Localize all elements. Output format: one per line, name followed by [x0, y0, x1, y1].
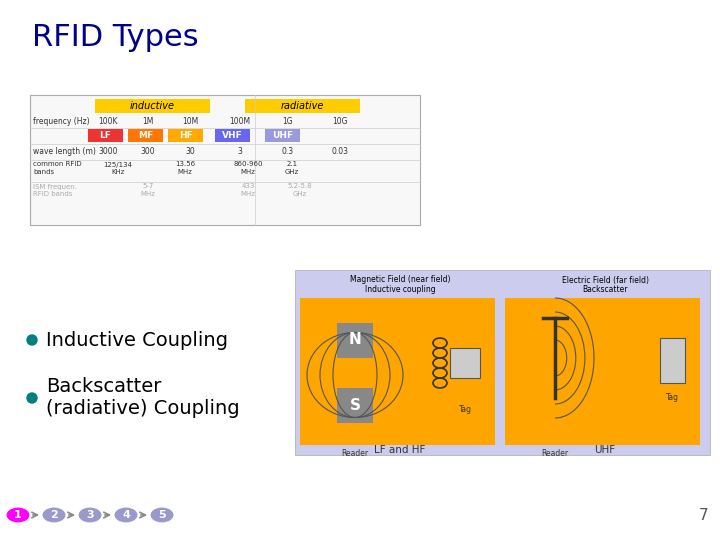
Text: 100K: 100K	[98, 117, 118, 125]
Text: 300: 300	[140, 146, 156, 156]
Text: 2.1
GHz: 2.1 GHz	[285, 161, 299, 174]
Text: Inductive coupling: Inductive coupling	[365, 286, 436, 294]
Text: wave length (m): wave length (m)	[33, 146, 96, 156]
Text: LF: LF	[99, 132, 112, 140]
FancyBboxPatch shape	[30, 95, 420, 225]
Text: 3: 3	[238, 146, 243, 156]
Ellipse shape	[42, 507, 66, 523]
Ellipse shape	[6, 507, 30, 523]
Text: 5.2-5.8
GHz: 5.2-5.8 GHz	[288, 184, 312, 197]
Text: Magnetic Field (near field): Magnetic Field (near field)	[350, 275, 450, 285]
Text: Inductive Coupling: Inductive Coupling	[46, 330, 228, 349]
Text: 10M: 10M	[182, 117, 198, 125]
Text: N: N	[348, 333, 361, 348]
Text: RFID Types: RFID Types	[32, 24, 199, 52]
Text: 5: 5	[158, 510, 166, 520]
FancyBboxPatch shape	[337, 323, 373, 358]
Text: 125/134
KHz: 125/134 KHz	[104, 161, 132, 174]
FancyBboxPatch shape	[265, 129, 300, 142]
Text: 3000: 3000	[98, 146, 118, 156]
Text: 30: 30	[185, 146, 195, 156]
Circle shape	[27, 335, 37, 345]
Ellipse shape	[114, 507, 138, 523]
Text: LF and HF: LF and HF	[374, 445, 426, 455]
Circle shape	[27, 393, 37, 403]
Text: Reader: Reader	[341, 449, 369, 457]
Text: ISM frequen.
RFID bands: ISM frequen. RFID bands	[33, 184, 77, 197]
FancyBboxPatch shape	[88, 129, 123, 142]
FancyBboxPatch shape	[95, 99, 210, 113]
FancyBboxPatch shape	[337, 388, 373, 423]
Text: VHF: VHF	[222, 132, 243, 140]
Text: 1: 1	[14, 510, 22, 520]
Text: 5-7
MHz: 5-7 MHz	[140, 184, 156, 197]
Text: 1G: 1G	[283, 117, 293, 125]
Text: frequency (Hz): frequency (Hz)	[33, 117, 89, 125]
Text: 0.03: 0.03	[331, 146, 348, 156]
Text: Tag: Tag	[665, 394, 678, 402]
FancyBboxPatch shape	[168, 129, 203, 142]
Ellipse shape	[78, 507, 102, 523]
Text: UHF: UHF	[272, 132, 293, 140]
Text: 0.3: 0.3	[282, 146, 294, 156]
Text: 13.56
MHz: 13.56 MHz	[175, 161, 195, 174]
Text: HF: HF	[179, 132, 192, 140]
Text: Tag: Tag	[459, 406, 472, 415]
Text: 3: 3	[86, 510, 94, 520]
Text: inductive: inductive	[130, 101, 174, 111]
Text: 1M: 1M	[143, 117, 153, 125]
Text: common RFID
bands: common RFID bands	[33, 161, 81, 174]
FancyBboxPatch shape	[295, 270, 710, 455]
Text: 10G: 10G	[332, 117, 348, 125]
Ellipse shape	[150, 507, 174, 523]
Text: Backscatter
(radiative) Coupling: Backscatter (radiative) Coupling	[46, 377, 240, 418]
Text: 100M: 100M	[230, 117, 251, 125]
Text: 2: 2	[50, 510, 58, 520]
Text: 433
MHz: 433 MHz	[240, 184, 256, 197]
FancyBboxPatch shape	[128, 129, 163, 142]
FancyBboxPatch shape	[300, 298, 495, 445]
Text: radiative: radiative	[280, 101, 324, 111]
Text: MF: MF	[138, 132, 153, 140]
FancyBboxPatch shape	[215, 129, 250, 142]
Text: Electric Field (far field): Electric Field (far field)	[562, 275, 649, 285]
FancyBboxPatch shape	[245, 99, 360, 113]
Text: S: S	[349, 397, 361, 413]
Text: 4: 4	[122, 510, 130, 520]
Text: Backscatter: Backscatter	[582, 286, 628, 294]
FancyBboxPatch shape	[505, 298, 700, 445]
FancyBboxPatch shape	[450, 348, 480, 378]
Text: Reader: Reader	[541, 449, 569, 457]
Text: UHF: UHF	[595, 445, 616, 455]
FancyBboxPatch shape	[660, 338, 685, 383]
Text: 860-960
MHz: 860-960 MHz	[233, 161, 263, 174]
Text: 7: 7	[698, 508, 708, 523]
